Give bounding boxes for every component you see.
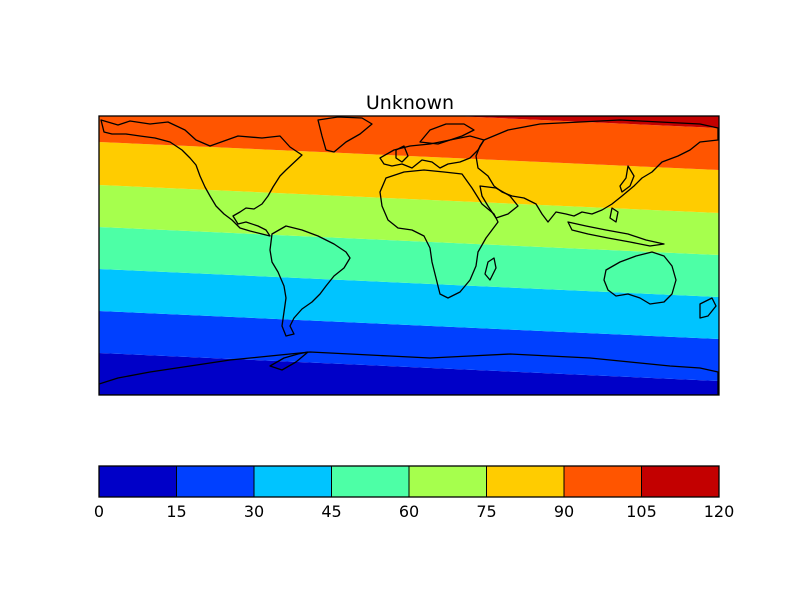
coastline-japan bbox=[619, 165, 635, 193]
map-panel bbox=[98, 115, 720, 396]
colorbar-segment-5 bbox=[486, 466, 565, 497]
colorbar-tick-label-3: 45 bbox=[321, 502, 341, 521]
colorbar-tick-label-5: 75 bbox=[476, 502, 496, 521]
coastline-madagascar bbox=[484, 257, 497, 281]
colorbar: 0 15 30 45 60 75 90 105 120 bbox=[94, 465, 734, 521]
coastline-scandinavia bbox=[419, 123, 475, 145]
colorbar-tick-label-6: 90 bbox=[554, 502, 574, 521]
coastline-uk bbox=[395, 145, 409, 163]
colorbar-tick-label-2: 30 bbox=[244, 502, 264, 521]
colorbar-tick-label-7: 105 bbox=[626, 502, 657, 521]
colorbar-tick-label-0: 0 bbox=[94, 502, 104, 521]
contour-band-2 bbox=[99, 269, 719, 339]
coastline-south-america bbox=[269, 225, 351, 337]
contour-bands bbox=[99, 116, 719, 395]
contour-band-4 bbox=[99, 185, 719, 255]
colorbar-ticks: 0 15 30 45 60 75 90 105 120 bbox=[94, 502, 734, 521]
coastline-greenland bbox=[317, 116, 373, 153]
map-frame bbox=[98, 115, 720, 396]
colorbar-segment-7 bbox=[641, 466, 720, 497]
colorbar-segment-0 bbox=[99, 466, 177, 497]
coastline-arabia bbox=[479, 185, 519, 219]
colorbar-segments bbox=[99, 466, 720, 497]
coastline-europe bbox=[379, 135, 485, 169]
coastline-australia bbox=[603, 251, 677, 305]
colorbar-frame bbox=[98, 465, 720, 498]
colorbar-segment-3 bbox=[331, 466, 410, 497]
colorbar-tick-label-4: 60 bbox=[399, 502, 419, 521]
coastline-new-zealand bbox=[699, 297, 717, 319]
coastline-africa bbox=[379, 169, 499, 299]
colorbar-segment-2 bbox=[254, 466, 332, 497]
contour-band-0 bbox=[99, 353, 719, 395]
colorbar-segment-4 bbox=[409, 466, 487, 497]
coastline-philippines bbox=[609, 207, 619, 223]
coastline-indonesia bbox=[567, 221, 665, 247]
contour-band-3 bbox=[99, 227, 719, 297]
contour-band-1 bbox=[99, 311, 719, 381]
coastline-antarctica bbox=[99, 351, 719, 395]
coastline-north-america bbox=[100, 119, 303, 237]
colorbar-tick-label-1: 15 bbox=[166, 502, 186, 521]
colorbar-dividers bbox=[176, 466, 642, 497]
coastlines bbox=[99, 116, 719, 395]
contour-band-6 bbox=[99, 116, 719, 170]
colorbar-tick-label-8: 120 bbox=[704, 502, 735, 521]
colorbar-segment-6 bbox=[564, 466, 642, 497]
contour-band-5 bbox=[99, 142, 719, 213]
map-title: Unknown bbox=[366, 92, 454, 114]
coastline-antarctic-peninsula bbox=[269, 351, 309, 371]
colorbar-segment-1 bbox=[176, 466, 255, 497]
